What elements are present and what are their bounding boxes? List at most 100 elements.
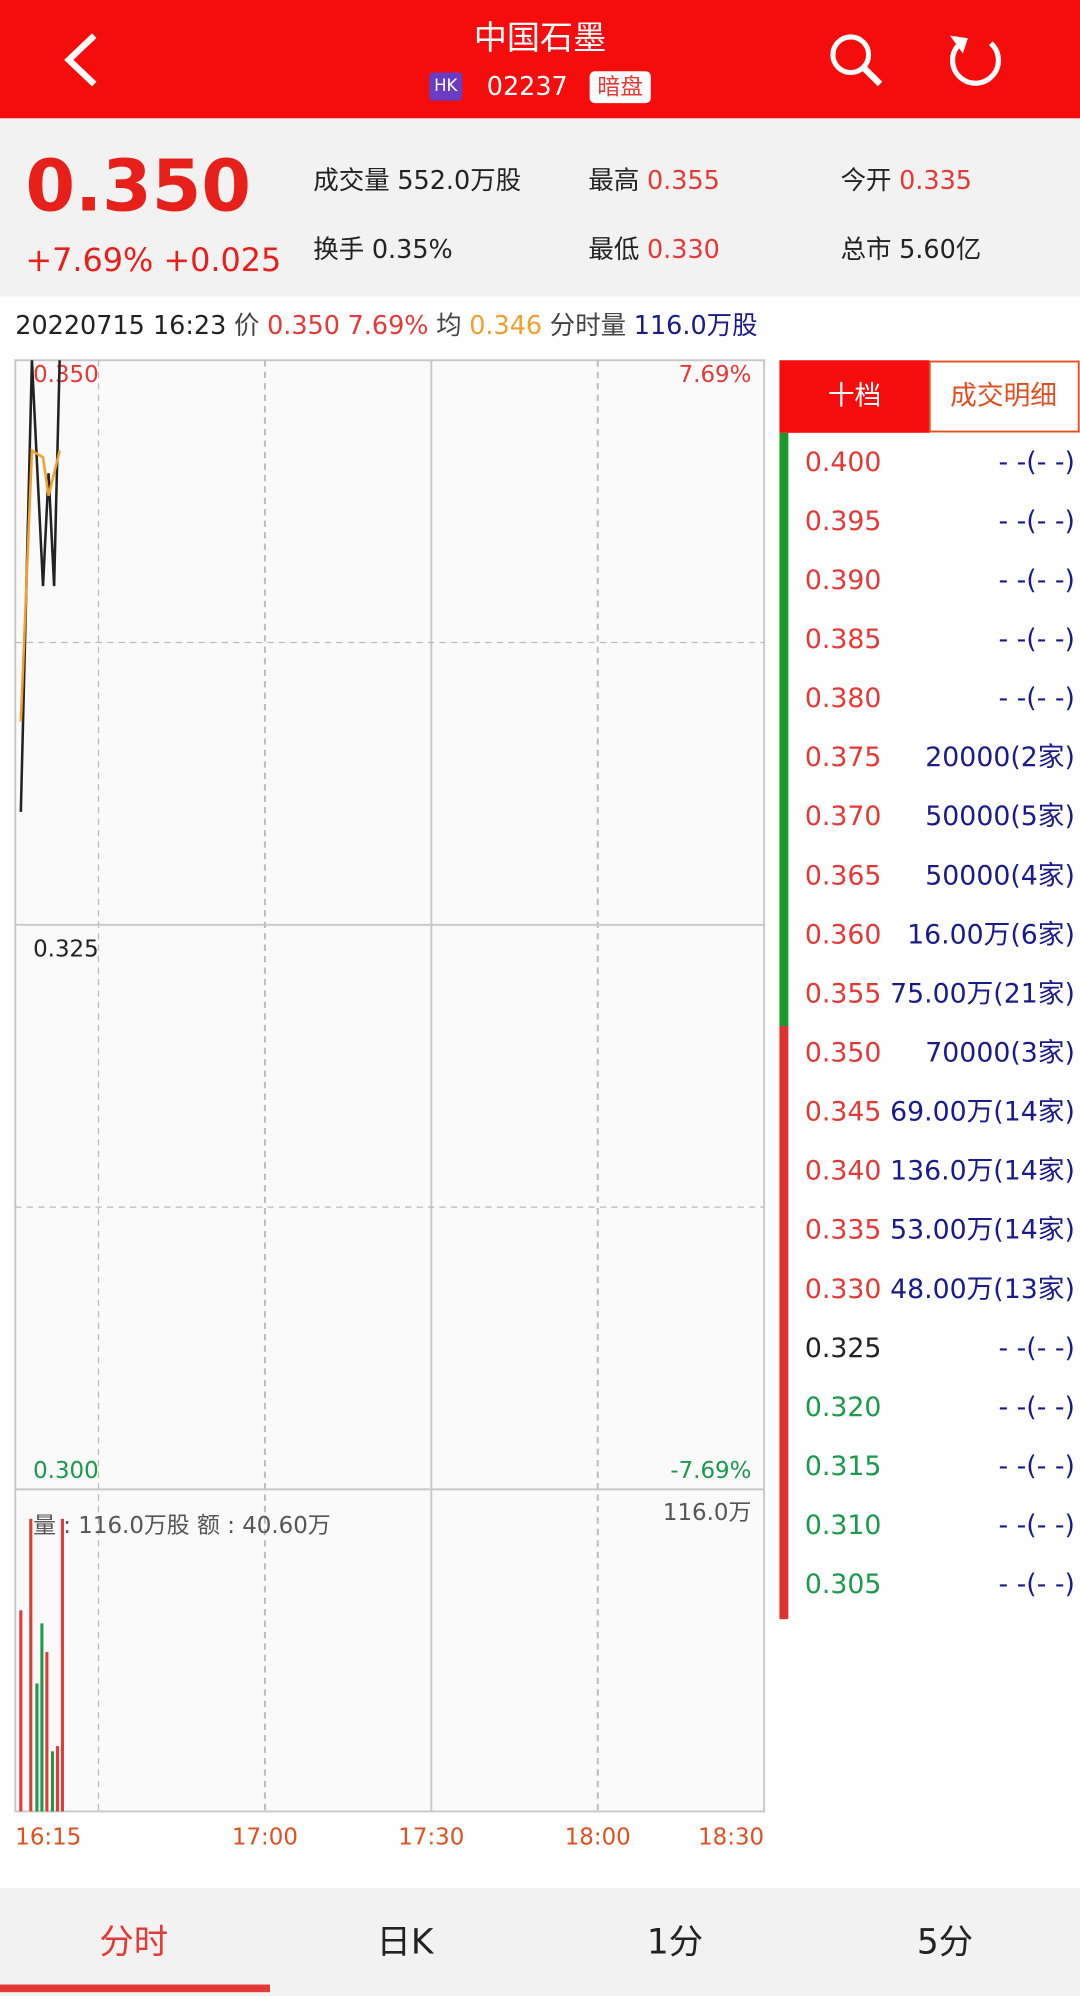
price-line — [19, 448, 61, 722]
volume-tick-label: 116.0万 — [663, 1500, 752, 1526]
y-tick-label: 0.300 — [33, 1458, 99, 1484]
book-volume: - -(- -) — [998, 506, 1074, 537]
pct-label: 7.69% — [679, 362, 752, 388]
book-price: 0.375 — [805, 742, 882, 773]
stat-value: 0.335 — [899, 166, 972, 196]
book-volume: - -(- -) — [998, 1451, 1074, 1482]
book-price: 0.315 — [805, 1451, 882, 1482]
stat: 成交量 552.0万股 — [313, 166, 521, 196]
stock-code: 02237 — [487, 72, 568, 102]
x-tick-label: 18:30 — [698, 1825, 764, 1851]
tab-label: 十档 — [828, 381, 881, 412]
book-volume: 136.0万(14家) — [890, 1156, 1075, 1187]
book-price: 0.385 — [805, 624, 882, 655]
book-volume: - -(- -) — [998, 624, 1074, 655]
x-tick-label: 17:30 — [398, 1825, 464, 1851]
tab-ten[interactable] — [779, 360, 930, 433]
change-abs: +0.025 — [163, 241, 281, 279]
pct-label: -7.69% — [670, 1458, 751, 1484]
stat-label: 今开 — [841, 166, 892, 196]
volume-bar — [29, 1518, 33, 1812]
book-volume: 16.00万(6家) — [907, 919, 1075, 950]
book-price: 0.335 — [805, 1215, 882, 1246]
quote-panel — [0, 118, 1080, 297]
change: +7.69% +0.025 — [25, 241, 281, 279]
book-price: 0.355 — [805, 978, 882, 1009]
stat-value: 0.35% — [372, 235, 453, 265]
x-tick-label: 16:15 — [15, 1825, 81, 1851]
book-price: 0.370 — [805, 801, 882, 832]
stat: 今开 0.335 — [841, 166, 972, 196]
ask-bar — [779, 432, 789, 1027]
volume-bar — [60, 1518, 64, 1812]
info-item: 0.346 — [469, 311, 542, 341]
book-volume: 75.00万(21家) — [890, 978, 1075, 1009]
stock-name: 中国石墨 — [474, 18, 606, 57]
book-volume: 20000(2家) — [925, 742, 1075, 773]
tab[interactable]: 1分 — [647, 1922, 703, 1962]
book-volume: - -(- -) — [998, 1510, 1074, 1541]
chart-frame — [14, 359, 766, 1813]
y-tick-label: 0.350 — [33, 362, 99, 388]
info-item: 0.350 — [267, 311, 340, 341]
book-volume: - -(- -) — [998, 1333, 1074, 1364]
stat-value: 0.355 — [647, 166, 720, 196]
book-price: 0.365 — [805, 860, 882, 891]
info-item: 7.69% — [348, 311, 429, 341]
price-line — [19, 360, 61, 812]
tab-detail[interactable] — [928, 360, 1080, 433]
market-badge — [429, 72, 463, 101]
stat: 换手 0.35% — [313, 235, 452, 265]
book-price: 0.340 — [805, 1156, 882, 1187]
y-tick-label: 0.325 — [33, 937, 99, 963]
book-volume: 70000(3家) — [925, 1038, 1075, 1069]
book-price: 0.325 — [805, 1333, 882, 1364]
stat-value: 5.60亿 — [899, 235, 981, 265]
stat-label: 最低 — [588, 235, 639, 265]
book-price: 0.320 — [805, 1392, 882, 1423]
info-bar — [0, 296, 1080, 358]
info-item: 均 — [436, 311, 461, 341]
volume-bar — [55, 1746, 59, 1812]
book-price: 0.330 — [805, 1274, 882, 1305]
bid-bar — [779, 1026, 789, 1620]
tab[interactable]: 5分 — [917, 1922, 973, 1962]
app-bar — [0, 0, 1080, 119]
volume-bar — [19, 1610, 23, 1812]
stat-label: 成交量 — [313, 166, 389, 196]
x-tick-label: 17:00 — [232, 1825, 298, 1851]
info-item: 116.0万股 — [634, 311, 758, 341]
book-volume: 69.00万(14家) — [890, 1097, 1075, 1128]
refresh-arrow — [950, 35, 968, 54]
book-price: 0.360 — [805, 919, 882, 950]
book-volume: - -(- -) — [998, 447, 1074, 478]
tab-label: 成交明细 — [950, 381, 1057, 412]
volume-bar — [35, 1683, 39, 1812]
x-tick-label: 18:00 — [565, 1825, 631, 1851]
book-volume: 50000(5家) — [925, 801, 1075, 832]
tab[interactable]: 日K — [377, 1922, 435, 1962]
search-button[interactable] — [830, 34, 883, 87]
book-volume: - -(- -) — [998, 565, 1074, 596]
stat: 最高 0.355 — [588, 166, 719, 196]
book-volume: 48.00万(13家) — [890, 1274, 1075, 1305]
refresh-button[interactable] — [950, 41, 1001, 86]
back-button[interactable] — [64, 33, 97, 87]
stat-value: 552.0万股 — [397, 166, 521, 196]
book-price: 0.310 — [805, 1510, 882, 1541]
stat: 总市 5.60亿 — [841, 235, 982, 265]
volume-bar — [45, 1652, 49, 1812]
book-price: 0.305 — [805, 1569, 882, 1600]
book-price: 0.380 — [805, 683, 882, 714]
tab-bar — [0, 1887, 1080, 1996]
info-line: 20220715 16:23 价 0.350 7.69% 均 0.346 分时量 116.0万… — [15, 311, 757, 341]
book-volume: 50000(4家) — [925, 860, 1075, 891]
book-price: 0.400 — [805, 447, 882, 478]
volume-bar — [50, 1751, 54, 1812]
tab[interactable]: 分时 — [99, 1922, 168, 1962]
book-price: 0.390 — [805, 565, 882, 596]
change-pct: +7.69% — [25, 241, 153, 279]
dark-pool: 暗盘 — [597, 74, 643, 100]
book-volume: - -(- -) — [998, 1392, 1074, 1423]
